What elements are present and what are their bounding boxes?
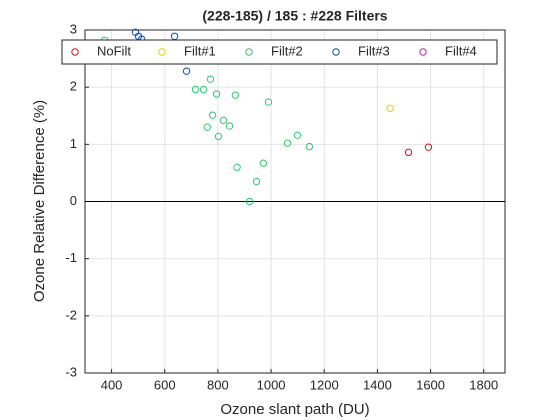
legend-label: Filt#3 xyxy=(358,43,390,58)
legend-label: Filt#4 xyxy=(445,43,477,58)
x-tick-label: 1600 xyxy=(416,377,445,392)
legend-marker xyxy=(71,48,79,56)
point xyxy=(233,163,241,171)
x-tick-label: 1000 xyxy=(257,377,286,392)
point xyxy=(206,75,215,83)
y-tick-label: -1 xyxy=(65,250,77,265)
chart-title: (228-185) / 185 : #228 Filters xyxy=(202,8,387,24)
legend-marker xyxy=(332,48,340,56)
point xyxy=(264,98,273,106)
y-tick-label: 0 xyxy=(70,193,77,208)
x-tick-label: 1400 xyxy=(363,377,392,392)
legend-label: Filt#1 xyxy=(184,43,216,58)
point xyxy=(404,148,413,157)
y-axis-label: Ozone Relative Difference (%) xyxy=(31,100,48,302)
point xyxy=(386,104,394,113)
point xyxy=(305,142,314,151)
legend-box xyxy=(61,39,498,65)
legend-label: NoFilt xyxy=(97,43,131,58)
point xyxy=(219,116,228,125)
point xyxy=(214,132,223,141)
y-tick-label: 1 xyxy=(70,136,77,151)
point xyxy=(203,123,211,131)
point xyxy=(293,131,302,139)
x-axis-label: Ozone slant path (DU) xyxy=(220,401,369,418)
y-tick-label: 2 xyxy=(70,79,77,94)
point xyxy=(170,32,179,40)
legend-marker xyxy=(419,48,427,56)
point xyxy=(199,85,208,94)
x-tick-label: 600 xyxy=(154,377,176,392)
y-tick-label: -3 xyxy=(65,364,77,379)
point xyxy=(259,159,268,167)
x-tick-label: 800 xyxy=(207,377,229,392)
x-tick-label: 1800 xyxy=(469,377,498,392)
legend-marker xyxy=(245,48,253,56)
x-tick-label: 1200 xyxy=(310,377,339,392)
point xyxy=(208,111,217,119)
y-tick-label: -2 xyxy=(65,307,77,322)
point xyxy=(283,139,292,147)
point xyxy=(182,67,191,75)
y-tick-label: 3 xyxy=(70,21,77,36)
point xyxy=(191,85,200,94)
point xyxy=(231,91,240,99)
x-tick-label: 400 xyxy=(101,377,123,392)
legend-label: Filt#2 xyxy=(271,43,303,58)
legend-marker xyxy=(158,48,166,56)
point xyxy=(424,143,433,151)
point xyxy=(212,90,221,98)
point xyxy=(245,197,254,206)
point xyxy=(252,177,261,186)
point xyxy=(225,122,234,130)
